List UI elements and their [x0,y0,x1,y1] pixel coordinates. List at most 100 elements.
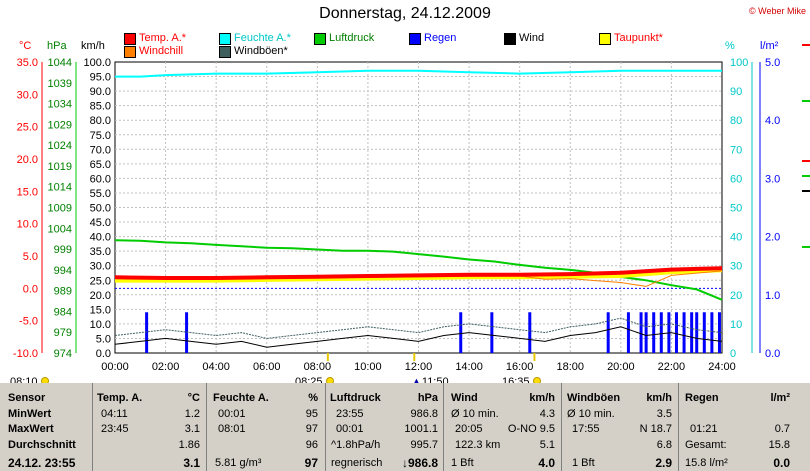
col-separator [206,383,207,471]
tick-label-celsius: 20.0 [17,154,38,166]
tick-label-kmh: 95.0 [90,72,111,84]
windboen-max-time: 17:55 [572,423,600,435]
header-luftdruck: Luftdruck [330,392,381,404]
chart-title: Donnerstag, 24.12.2009 [319,5,491,22]
tick-label-time: 16:00 [506,361,534,373]
header-sensor: Sensor [8,392,46,404]
legend-label: Luftdruck [329,32,375,44]
tick-label-hpa: 1034 [48,99,72,111]
tick-label-rain: 2.0 [765,232,780,244]
edge-marker-green-2 [802,175,810,177]
row-label-avg: Durchschnitt [8,439,76,451]
tick-label-kmh: 90.0 [90,86,111,98]
series-line [115,69,722,78]
windboen-current: 2.9 [655,456,672,470]
tick-label-hpa: 1019 [48,161,72,173]
tick-label-kmh: 55.0 [90,188,111,200]
feuchte-min-time: 00:01 [218,408,246,420]
tick-label-time: 04:00 [202,361,230,373]
tick-label-percent: 100 [730,57,748,69]
windboen-min: 3.5 [656,408,672,420]
tick-label-hpa: 1029 [48,119,72,131]
luftdruck-max: 1001.1 [404,423,438,435]
tick-label-kmh: 65.0 [90,159,111,171]
col-separator [92,383,93,471]
legend-label: Windböen* [234,45,288,57]
series-line [115,268,723,283]
tick-label-percent: 20 [730,290,742,302]
tick-label-celsius: 10.0 [17,219,38,231]
legend-swatch [124,33,136,45]
tick-label-celsius: 0.0 [23,283,38,295]
tick-label-hpa: 974 [54,348,72,360]
wind-min-label: Ø 10 min. [451,408,499,420]
stats-table [0,383,796,471]
tick-label-rain: 4.0 [765,115,780,127]
tick-label-kmh: 85.0 [90,101,111,113]
temp-min: 1.2 [184,408,200,420]
tick-label-time: 18:00 [556,361,584,373]
tick-label-kmh: 100.0 [83,57,111,69]
wind-max-time: 20:05 [455,423,483,435]
noon-icon: ▲ [411,376,422,388]
tick-label-hpa: 1044 [48,57,72,69]
tick-label-time: 08:00 [304,361,332,373]
edge-marker-red-2 [802,160,810,162]
tick-label-kmh: 60.0 [90,173,111,185]
tick-label-rain: 0.0 [765,348,780,360]
feuchte-abs: 5.81 g/m³ [215,457,262,469]
tick-label-kmh: 50.0 [90,203,111,215]
tick-label-percent: 30 [730,261,742,273]
header-temp: Temp. A. [97,392,143,404]
wind-max: O-NO 9.5 [507,423,555,435]
tick-label-kmh: 35.0 [90,246,111,258]
tick-label-time: 00:00 [101,361,129,373]
temp-min-time: 04:11 [101,408,128,420]
col-separator [325,383,326,471]
header-feuchte-unit: % [308,392,318,404]
tick-label-celsius: -5.0 [19,316,38,328]
wind-current: 4.0 [538,456,555,470]
header-temp-unit: °C [187,392,200,404]
series-line [114,266,723,280]
luftdruck-min: 986.8 [410,408,438,420]
tick-label-hpa: 1009 [48,203,72,215]
header-windboen-unit: km/h [646,392,672,404]
tick-label-time: 22:00 [658,361,686,373]
row-label-max: MaxWert [8,423,54,435]
tick-label-hpa: 984 [54,306,72,318]
windboen-avg: 6.8 [656,439,672,451]
windboen-min-label: Ø 10 min. [567,408,615,420]
edge-marker-black [802,190,810,192]
header-regen: Regen [685,392,719,404]
wind-avg: 5.1 [539,439,555,451]
tick-label-hpa: 999 [54,244,72,256]
legend-swatch [314,33,326,45]
col-separator [678,383,679,471]
tick-label-percent: 70 [730,144,742,156]
tick-label-hpa: 1014 [48,182,72,194]
tick-label-hpa: 1039 [48,78,72,90]
legend-swatch [409,33,421,45]
tick-label-celsius: 15.0 [17,186,38,198]
tick-label-kmh: 20.0 [90,290,111,302]
wind-bft: 1 Bft [451,457,474,469]
legend-label: Regen [424,32,457,44]
feuchte-current: 97 [304,456,318,470]
tick-label-percent: 0 [730,348,736,360]
legend-swatch [124,46,136,58]
tick-label-time: 12:00 [405,361,433,373]
tick-label-celsius: 5.0 [23,251,38,263]
luftdruck-min-time: 23:55 [336,408,364,420]
col-separator [561,383,562,471]
unit-kmh: km/h [81,40,105,52]
luftdruck-forecast: regnerisch [331,457,383,469]
temp-current: 3.1 [183,456,200,470]
temp-avg: 1.86 [178,439,200,451]
regen-current: 0.0 [773,456,790,470]
tick-label-celsius: 25.0 [17,122,38,134]
tick-label-kmh: 40.0 [90,232,111,244]
regen-max-time: 01:21 [690,423,718,435]
edge-marker-green-3 [802,246,810,248]
header-wind: Wind [451,392,478,404]
